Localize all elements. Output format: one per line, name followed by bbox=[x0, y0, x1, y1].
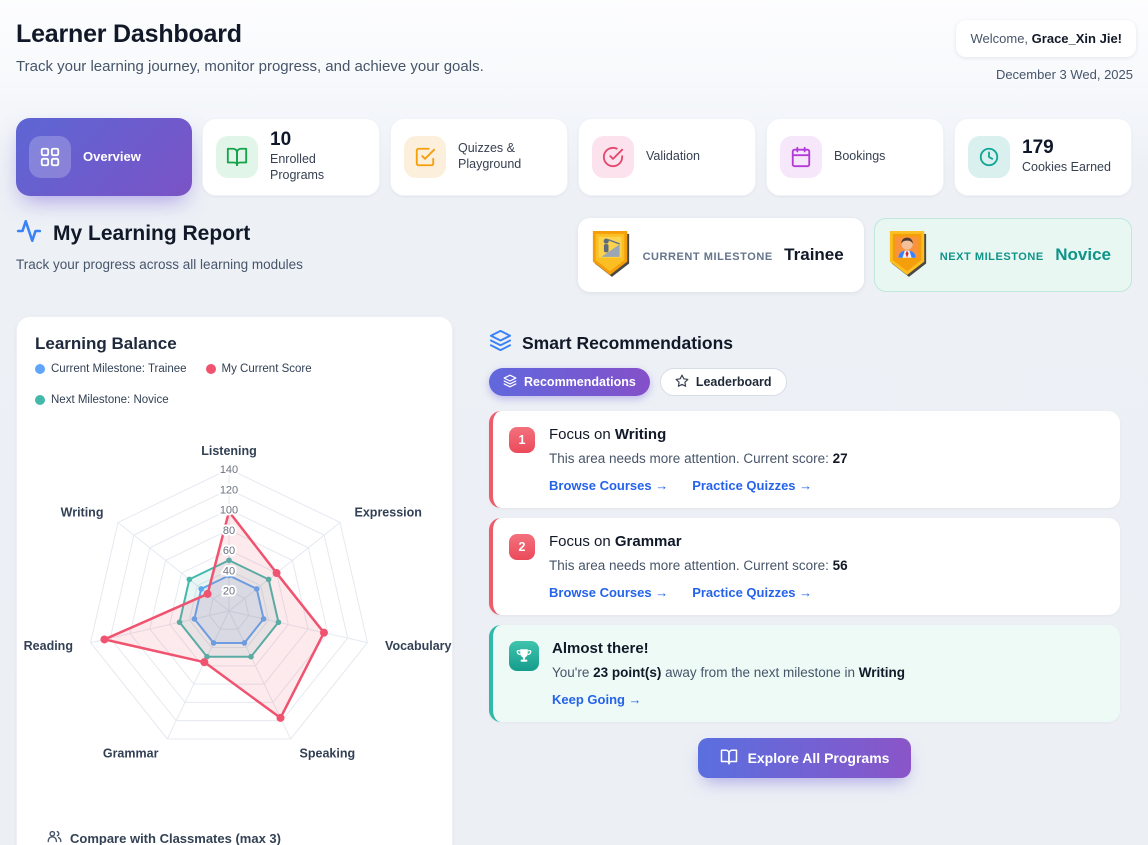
browse-courses-link[interactable]: Browse Courses → bbox=[549, 478, 669, 493]
legend-item-trainee: Current Milestone: Trainee bbox=[35, 363, 187, 375]
calendar-icon bbox=[780, 136, 822, 178]
layers-icon-small bbox=[503, 374, 517, 391]
svg-text:Writing: Writing bbox=[61, 505, 104, 519]
compare-classmates-label: Compare with Classmates (max 3) bbox=[70, 830, 281, 845]
svg-text:Vocabulary: Vocabulary bbox=[385, 639, 452, 653]
legend-dot-teal bbox=[35, 395, 45, 405]
svg-text:Expression: Expression bbox=[355, 505, 422, 519]
svg-text:20: 20 bbox=[223, 586, 235, 598]
layers-icon bbox=[489, 329, 512, 357]
page-header: Learner Dashboard Track your learning jo… bbox=[0, 0, 1148, 82]
next-milestone-card: NEXT MILESTONE Novice bbox=[873, 218, 1132, 292]
svg-text:40: 40 bbox=[223, 565, 235, 577]
book-open-icon bbox=[720, 748, 738, 769]
users-icon bbox=[47, 829, 62, 845]
legend-item-current-score: My Current Score bbox=[205, 363, 312, 375]
enrolled-programs-count: 10 bbox=[270, 129, 292, 151]
check-circle-icon bbox=[592, 136, 634, 178]
practice-quizzes-link[interactable]: Practice Quizzes → bbox=[692, 478, 813, 493]
check-square-icon bbox=[404, 136, 446, 178]
rank-badge: 1 bbox=[509, 427, 535, 453]
next-milestone-value: Novice bbox=[1055, 245, 1111, 264]
current-date: December 3 Wed, 2025 bbox=[995, 67, 1133, 82]
book-open-icon bbox=[216, 136, 258, 178]
milestone-progress-title: Almost there! bbox=[552, 640, 649, 657]
tab-quizzes-label: Quizzes & Playground bbox=[458, 141, 522, 171]
tab-overview[interactable]: Overview bbox=[16, 118, 192, 196]
tab-validation-label: Validation bbox=[646, 149, 700, 164]
tab-overview-label: Overview bbox=[83, 148, 141, 164]
page-subtitle: Track your learning journey, monitor pro… bbox=[16, 58, 484, 75]
recommendation-description: This area needs more attention. Current … bbox=[549, 451, 848, 466]
tab-enrolled-programs[interactable]: 10 Enrolled Programs bbox=[202, 118, 380, 196]
recommendation-title: Focus on Writing bbox=[549, 426, 667, 443]
tab-recommendations[interactable]: Recommendations bbox=[489, 368, 650, 396]
tab-cookies-earned[interactable]: 179 Cookies Earned bbox=[954, 118, 1132, 196]
radar-legend: Current Milestone: Trainee My Current Sc… bbox=[35, 363, 434, 406]
rank-badge: 2 bbox=[509, 534, 535, 560]
smart-recommendations-panel: Smart Recommendations Recommendations Le… bbox=[489, 316, 1120, 778]
radar-chart: 20 40 60 80 100 120 140 Listening Expression Voca… bbox=[17, 426, 452, 816]
page-title: Learner Dashboard bbox=[16, 20, 242, 48]
header-right: Welcome, Grace_Xin Jie! December 3 Wed, … bbox=[956, 20, 1136, 82]
browse-courses-link[interactable]: Browse Courses → bbox=[549, 585, 669, 600]
trophy-icon bbox=[509, 641, 539, 671]
recommendation-description: This area needs more attention. Current … bbox=[549, 558, 848, 573]
tab-cookies-label: Cookies Earned bbox=[1022, 160, 1111, 175]
recommendation-card-grammar: 2 Focus on Grammar This area needs more … bbox=[489, 518, 1120, 615]
tab-quizzes-playground[interactable]: Quizzes & Playground bbox=[390, 118, 568, 196]
svg-text:60: 60 bbox=[223, 545, 235, 557]
star-icon bbox=[675, 374, 689, 391]
milestone-progress-card: Almost there! You're 23 point(s) away fr… bbox=[489, 625, 1120, 722]
page-header-text: Learner Dashboard Track your learning jo… bbox=[16, 20, 484, 75]
recommendation-card-writing: 1 Focus on Writing This area needs more … bbox=[489, 411, 1120, 508]
svg-text:Reading: Reading bbox=[24, 639, 73, 653]
cookies-earned-count: 179 bbox=[1022, 137, 1054, 159]
practice-quizzes-link[interactable]: Practice Quizzes → bbox=[692, 585, 813, 600]
learning-balance-title: Learning Balance bbox=[35, 334, 177, 353]
tab-validation[interactable]: Validation bbox=[578, 118, 756, 196]
smart-recommendations-title: Smart Recommendations bbox=[522, 332, 734, 353]
current-milestone-card: CURRENT MILESTONE Trainee bbox=[577, 218, 864, 292]
svg-text:Grammar: Grammar bbox=[103, 746, 159, 760]
grid-icon bbox=[29, 136, 71, 178]
svg-text:Listening: Listening bbox=[201, 444, 257, 458]
tab-bookings[interactable]: Bookings bbox=[766, 118, 944, 196]
keep-going-link[interactable]: Keep Going → bbox=[552, 692, 642, 707]
tab-enrolled-label: Enrolled Programs bbox=[270, 152, 325, 182]
svg-text:80: 80 bbox=[223, 525, 235, 537]
trainee-badge-icon bbox=[590, 228, 632, 283]
current-milestone-label: CURRENT MILESTONE bbox=[642, 251, 773, 263]
activity-icon bbox=[16, 218, 42, 249]
dashboard-tabs: Overview 10 Enrolled Programs Quizzes & … bbox=[16, 118, 1132, 196]
learning-balance-panel: Learning Balance Current Milestone: Trai… bbox=[16, 316, 453, 845]
svg-text:100: 100 bbox=[220, 505, 238, 517]
svg-text:Speaking: Speaking bbox=[300, 746, 356, 760]
legend-item-novice: Next Milestone: Novice bbox=[35, 394, 169, 406]
svg-text:140: 140 bbox=[220, 464, 238, 476]
explore-all-programs-button[interactable]: Explore All Programs bbox=[697, 738, 912, 778]
welcome-username: Grace_Xin Jie! bbox=[1031, 31, 1122, 46]
legend-dot-blue bbox=[35, 364, 45, 374]
report-header-row: My Learning Report Track your progress a… bbox=[16, 218, 1132, 292]
next-milestone-label: NEXT MILESTONE bbox=[939, 251, 1044, 263]
tab-bookings-label: Bookings bbox=[834, 149, 886, 164]
novice-badge-icon bbox=[887, 228, 929, 283]
report-subtitle: Track your progress across all learning … bbox=[16, 257, 303, 272]
milestone-progress-body: You're 23 point(s) away from the next mi… bbox=[552, 665, 906, 680]
recommendation-title: Focus on Grammar bbox=[549, 533, 682, 550]
welcome-card: Welcome, Grace_Xin Jie! bbox=[956, 20, 1136, 57]
clock-icon bbox=[968, 136, 1010, 178]
current-milestone-value: Trainee bbox=[784, 245, 844, 264]
legend-dot-pink bbox=[205, 364, 216, 374]
tab-leaderboard[interactable]: Leaderboard bbox=[659, 368, 787, 396]
svg-text:120: 120 bbox=[220, 484, 238, 496]
report-title: My Learning Report bbox=[53, 221, 251, 245]
welcome-prefix: Welcome, bbox=[970, 31, 1029, 46]
